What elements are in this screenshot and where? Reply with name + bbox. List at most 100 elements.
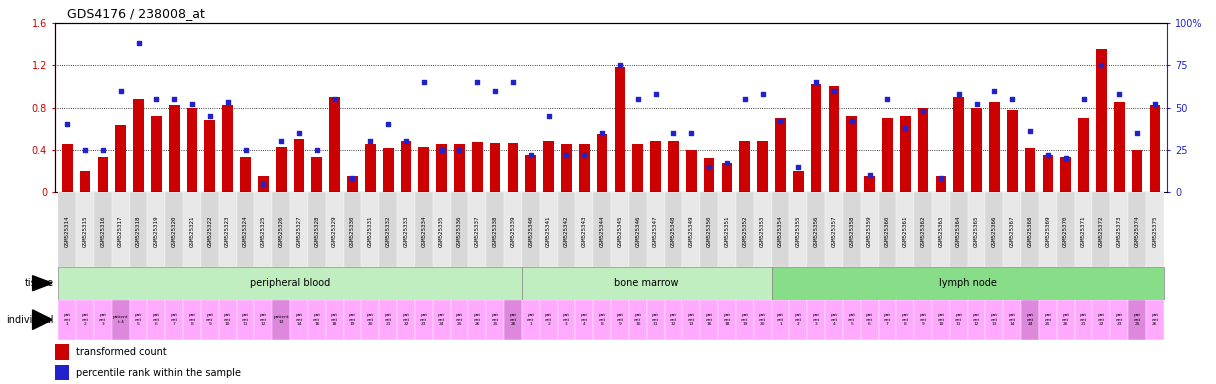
Text: pat
ent
24: pat ent 24 — [1026, 313, 1034, 326]
Bar — [147, 192, 165, 267]
Bar — [629, 192, 647, 267]
Bar — [165, 300, 184, 340]
Text: GSM525316: GSM525316 — [101, 215, 106, 247]
Point — [734, 96, 754, 102]
Point — [592, 130, 612, 136]
Text: GSM525320: GSM525320 — [171, 215, 176, 247]
Bar — [972, 108, 981, 192]
Text: GSM525323: GSM525323 — [225, 215, 230, 247]
Bar — [398, 192, 415, 267]
Bar — [361, 192, 379, 267]
Bar — [258, 176, 269, 192]
Point — [878, 96, 897, 102]
Bar — [824, 192, 843, 267]
Text: pat
ent
2: pat ent 2 — [81, 313, 89, 326]
Bar — [861, 300, 878, 340]
Bar — [1042, 155, 1053, 192]
Text: bone marrow: bone marrow — [614, 278, 679, 288]
Bar — [811, 84, 822, 192]
Bar — [451, 300, 468, 340]
Text: pat
ent
6: pat ent 6 — [153, 313, 161, 326]
Bar — [968, 300, 985, 340]
Point — [289, 130, 309, 136]
Bar — [700, 300, 717, 340]
Point — [681, 130, 700, 136]
Bar — [914, 192, 931, 267]
Bar — [398, 300, 415, 340]
Point — [895, 125, 914, 131]
Bar — [433, 300, 451, 340]
Bar — [1007, 110, 1018, 192]
Text: pat
ent
25: pat ent 25 — [1133, 313, 1141, 326]
Bar — [130, 192, 147, 267]
Text: GSM525351: GSM525351 — [725, 215, 730, 247]
Bar — [1079, 118, 1088, 192]
Text: pat
ent
25: pat ent 25 — [456, 313, 463, 326]
Bar — [254, 300, 272, 340]
Bar — [344, 192, 361, 267]
Bar — [486, 300, 505, 340]
Bar — [664, 300, 682, 340]
Bar — [112, 300, 130, 340]
Bar — [1057, 192, 1075, 267]
Bar — [308, 192, 326, 267]
Text: GSM525345: GSM525345 — [618, 215, 623, 247]
Text: pat
ent
11: pat ent 11 — [242, 313, 249, 326]
Text: pat
ent
7: pat ent 7 — [884, 313, 891, 326]
Bar — [237, 300, 254, 340]
Bar — [94, 192, 112, 267]
Point — [539, 113, 558, 119]
Bar — [985, 192, 1003, 267]
Text: GSM525321: GSM525321 — [190, 215, 195, 247]
Bar — [525, 155, 536, 192]
Point — [378, 121, 398, 127]
Bar — [379, 300, 398, 340]
Text: GSM525350: GSM525350 — [706, 215, 711, 247]
Bar — [77, 192, 94, 267]
Bar — [597, 134, 608, 192]
Bar — [1038, 192, 1057, 267]
Point — [1109, 91, 1128, 97]
Text: pat
ent
23: pat ent 23 — [421, 313, 428, 326]
Point — [557, 152, 576, 158]
Bar — [593, 192, 610, 267]
Point — [806, 79, 826, 85]
Text: GSM525358: GSM525358 — [849, 215, 855, 247]
Bar — [704, 158, 715, 192]
Bar — [97, 157, 108, 192]
Bar — [486, 192, 505, 267]
Point — [503, 79, 523, 85]
Text: GSM525334: GSM525334 — [421, 215, 427, 247]
Text: GSM525327: GSM525327 — [297, 215, 302, 247]
Bar — [758, 141, 769, 192]
Bar — [472, 142, 483, 192]
Text: pat
ent
5: pat ent 5 — [848, 313, 855, 326]
Text: pat
ent
13: pat ent 13 — [688, 313, 694, 326]
Point — [753, 91, 772, 97]
Text: pat
ent
3: pat ent 3 — [812, 313, 820, 326]
Point — [254, 180, 274, 187]
Bar — [1110, 300, 1128, 340]
Bar — [775, 118, 786, 192]
Text: GSM525371: GSM525371 — [1081, 215, 1086, 247]
Text: pat
ent
8: pat ent 8 — [598, 313, 606, 326]
Bar — [754, 300, 771, 340]
Bar — [647, 300, 664, 340]
Point — [610, 62, 630, 68]
Text: pat
ent
4: pat ent 4 — [831, 313, 838, 326]
Text: GSM525332: GSM525332 — [385, 215, 390, 247]
Text: pat
ent
12: pat ent 12 — [670, 313, 677, 326]
Text: pat
ent
1: pat ent 1 — [777, 313, 784, 326]
Bar — [1075, 300, 1092, 340]
Text: GSM525364: GSM525364 — [956, 215, 961, 247]
Bar — [204, 120, 215, 192]
Bar — [736, 192, 754, 267]
Bar — [558, 192, 575, 267]
Bar — [807, 300, 824, 340]
Bar — [62, 144, 73, 192]
Text: GSM525363: GSM525363 — [939, 215, 944, 247]
Bar — [771, 300, 789, 340]
Bar — [1096, 50, 1107, 192]
Text: GSM525317: GSM525317 — [118, 215, 123, 247]
Point — [236, 147, 255, 153]
